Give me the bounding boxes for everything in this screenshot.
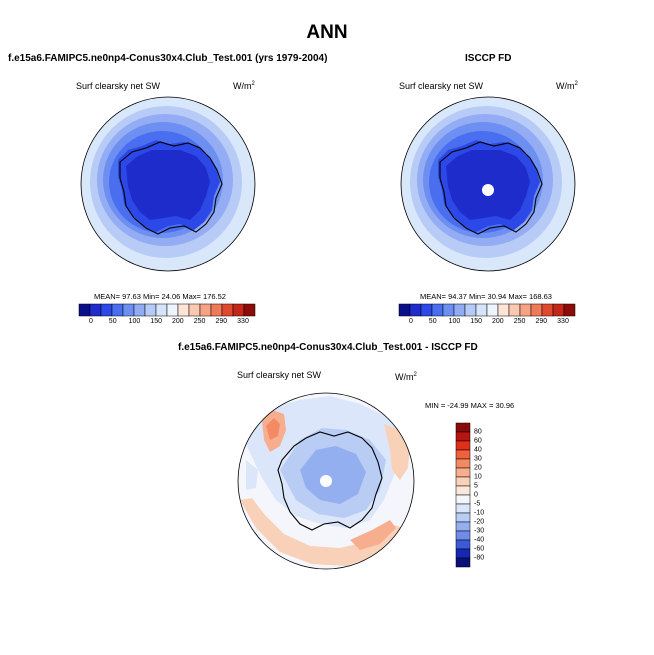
colorbar-tick-label: 60	[474, 437, 482, 445]
model-antarctica-coastline	[119, 141, 223, 235]
colorbar-tick-label: 50	[428, 318, 437, 325]
colorbar-tick-label: -80	[474, 554, 485, 562]
colorbar-swatch	[455, 485, 471, 496]
colorbar-tick-label: -40	[474, 536, 485, 544]
model-units-label: W/m2	[233, 81, 255, 91]
colorbar-tick-label: 150	[150, 318, 162, 325]
colorbar-tick-label: 20	[474, 464, 482, 472]
colorbar-tick-label: -10	[474, 509, 485, 517]
model-colorbar-labels: 0 50 100 150 200 250 290 330	[79, 318, 255, 328]
obs-panel-title: ISCCP FD	[465, 53, 512, 64]
obs-polar-gap	[482, 184, 494, 196]
colorbar-tick-label: 30	[474, 455, 482, 463]
colorbar-swatch	[455, 440, 471, 451]
figure-title: ANN	[306, 22, 348, 43]
colorbar-swatch	[455, 431, 471, 442]
colorbar-swatch	[455, 530, 471, 541]
colorbar-swatch	[455, 548, 471, 559]
model-stats: MEAN= 97.63 Min= 24.06 Max= 176.52	[94, 292, 226, 301]
obs-stats: MEAN= 94.37 Min= 30.94 Max= 168.63	[420, 292, 552, 301]
colorbar-swatch	[455, 458, 471, 469]
colorbar-tick-label: 250	[193, 318, 206, 325]
colorbar-swatch	[455, 449, 471, 460]
obs-antarctica-coastline	[439, 141, 543, 235]
colorbar-swatch	[455, 512, 471, 523]
colorbar-tick-label: 0	[89, 318, 93, 325]
obs-variable-label: Surf clearsky net SW	[399, 81, 484, 91]
colorbar-tick-label: -5	[474, 500, 481, 508]
colorbar-tick-label: 0	[409, 318, 413, 325]
colorbar-swatch	[455, 476, 471, 487]
colorbar-tick-label: 100	[128, 318, 141, 325]
colorbar-tick-label: 330	[557, 318, 569, 325]
colorbar-tick-label: 200	[492, 318, 504, 325]
colorbar-swatch	[455, 521, 471, 532]
colorbar-swatch	[243, 303, 256, 317]
colorbar-swatch	[455, 494, 471, 505]
colorbar-swatch	[455, 539, 471, 550]
colorbar-tick-label: 40	[474, 446, 482, 454]
diff-antarctica-coastline	[277, 431, 383, 531]
colorbar-tick-label: 5	[474, 482, 478, 490]
colorbar-tick-label: 150	[470, 318, 482, 325]
colorbar-tick-label: 290	[215, 318, 228, 325]
colorbar-tick-label: 100	[448, 318, 461, 325]
model-colorbar	[78, 303, 256, 317]
diff-colorbar	[455, 422, 471, 568]
colorbar-tick-label: 200	[172, 318, 184, 325]
diff-panel-title: f.e15a6.FAMIPC5.ne0np4-Conus30x4.Club_Te…	[178, 342, 478, 353]
colorbar-tick-label: 50	[108, 318, 117, 325]
model-variable-label: Surf clearsky net SW	[76, 81, 161, 91]
colorbar-tick-label: 0	[474, 491, 478, 499]
colorbar-swatch	[563, 303, 576, 317]
diff-polar-gap	[320, 475, 332, 487]
diff-stats: MIN = -24.99 MAX = 30.96	[425, 401, 515, 410]
colorbar-swatch	[455, 422, 471, 433]
diff-variable-label: Surf clearsky net SW	[237, 370, 322, 380]
colorbar-swatch	[455, 557, 471, 568]
colorbar-tick-label: 80	[474, 428, 482, 436]
colorbar-tick-label: -30	[474, 527, 485, 535]
diff-colorbar-labels: 80 60 40 30 20 10 5 0 -5 -10 -20 -30 -40 -60 -80	[474, 423, 504, 567]
obs-colorbar	[398, 303, 576, 317]
diff-units-label: W/m2	[395, 372, 417, 382]
colorbar-swatch	[455, 503, 471, 514]
obs-colorbar-labels: 0 50 100 150 200 250 290 330	[399, 318, 575, 328]
obs-units-label: W/m2	[556, 81, 578, 91]
colorbar-tick-label: 250	[513, 318, 526, 325]
colorbar-tick-label: -20	[474, 518, 485, 526]
colorbar-swatch	[455, 467, 471, 478]
colorbar-tick-label: 290	[535, 318, 548, 325]
colorbar-tick-label: -60	[474, 545, 485, 553]
colorbar-tick-label: 10	[474, 473, 482, 481]
colorbar-tick-label: 330	[237, 318, 249, 325]
model-panel-title: f.e15a6.FAMIPC5.ne0np4-Conus30x4.Club_Te…	[8, 53, 328, 64]
